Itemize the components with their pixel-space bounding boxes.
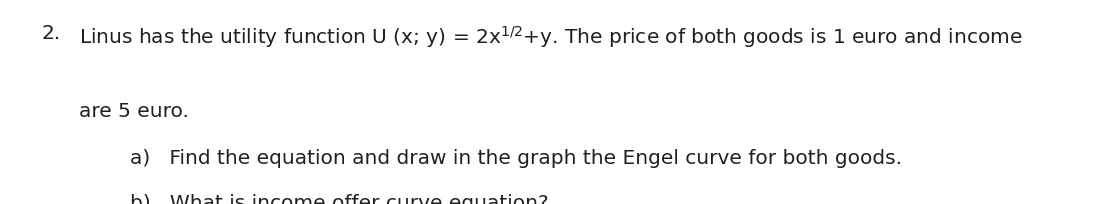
Text: b)   What is income offer curve equation?: b) What is income offer curve equation?: [130, 194, 548, 204]
Text: are 5 euro.: are 5 euro.: [79, 102, 189, 121]
Text: Linus has the utility function U (x; y) = 2x$^{1/2}$+y. The price of both goods : Linus has the utility function U (x; y) …: [79, 24, 1023, 50]
Text: 2.: 2.: [42, 24, 61, 43]
Text: a)   Find the equation and draw in the graph the Engel curve for both goods.: a) Find the equation and draw in the gra…: [130, 149, 902, 168]
